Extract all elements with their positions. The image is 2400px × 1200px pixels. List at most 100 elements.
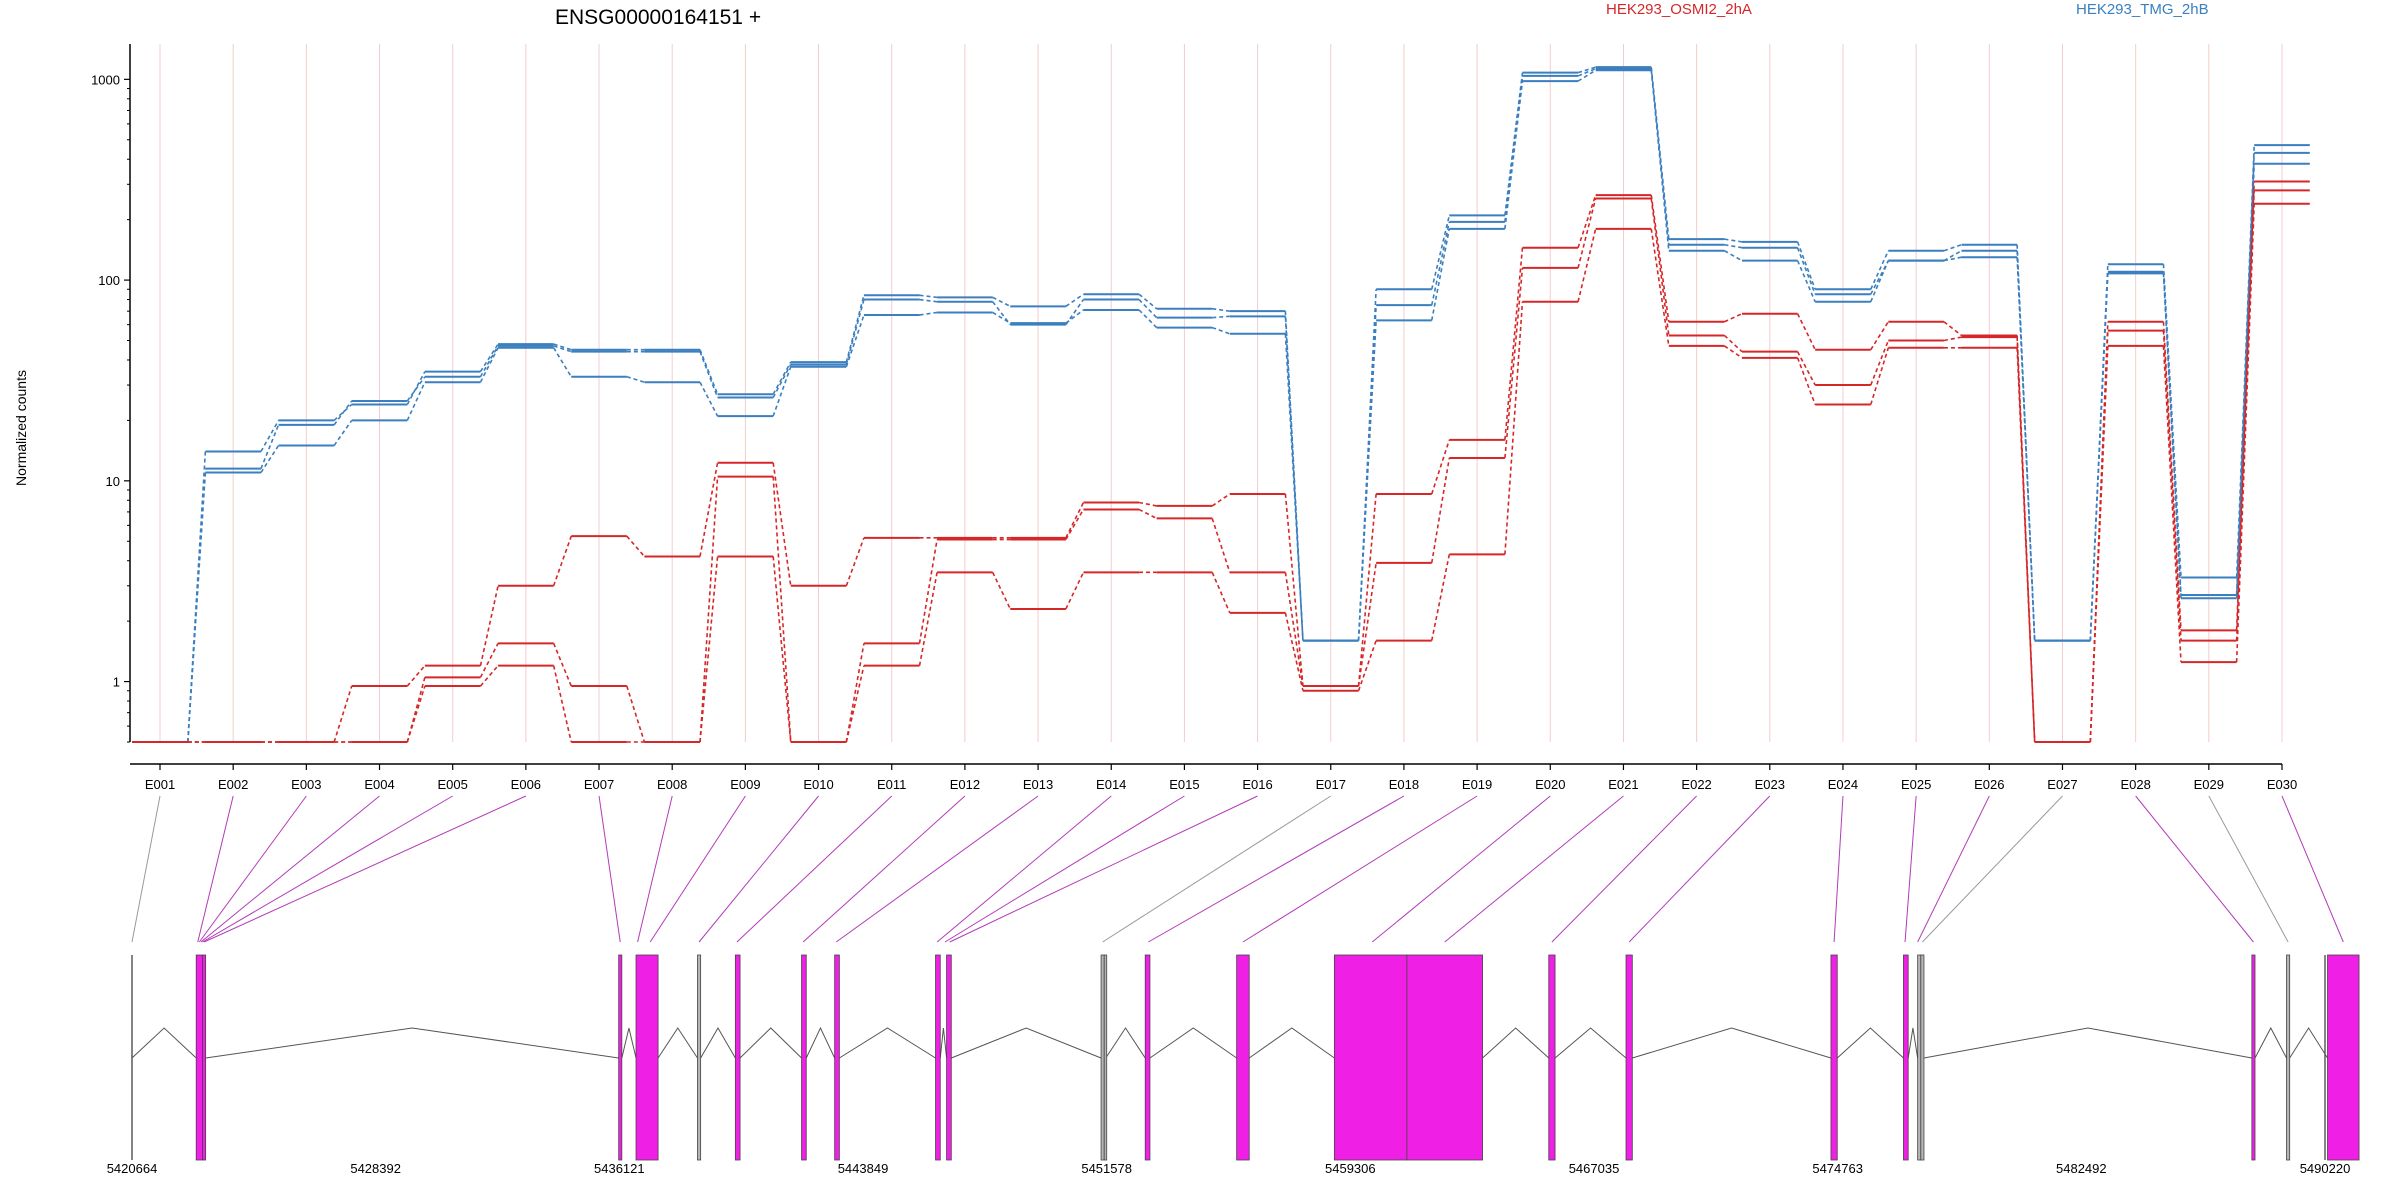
x-tick-label-E008: E008 <box>657 777 687 792</box>
intron-line <box>939 1027 948 1059</box>
coordinate-tick-label: 5428392 <box>350 1161 401 1176</box>
exon-25 <box>2327 954 2360 1161</box>
series-HEK293_TMG_2hB-1 <box>132 66 2310 743</box>
series-level-segments <box>132 67 2310 743</box>
link-E002 <box>197 795 234 943</box>
x-tick-label-E001: E001 <box>145 777 175 792</box>
x-tick-label-E010: E010 <box>803 777 833 792</box>
exon-12 <box>1103 954 1108 1161</box>
series-level-segments <box>132 180 2310 743</box>
x-tick-label-E022: E022 <box>1681 777 1711 792</box>
x-tick-label-E025: E025 <box>1901 777 1931 792</box>
link-E022 <box>1551 795 1697 943</box>
legend-entry-tmg: HEK293_TMG_2hB <box>2076 1 2209 18</box>
series-lines <box>132 66 2310 743</box>
intron-line <box>1149 1027 1237 1059</box>
gene-model: 5420664 5428392 5436121 5443849 5451578 54593… <box>107 954 2360 1176</box>
series-connectors <box>187 203 2255 743</box>
intron-line <box>951 1027 1102 1059</box>
series-level-segments <box>132 66 2310 743</box>
x-tick-label-E005: E005 <box>438 777 468 792</box>
intron-line <box>1923 1027 2252 1059</box>
intron-line <box>2289 1027 2328 1059</box>
coordinate-tick-label: 5443849 <box>838 1161 889 1176</box>
x-tick-label-E007: E007 <box>584 777 614 792</box>
exon-1 <box>195 954 203 1161</box>
x-tick-label-E028: E028 <box>2120 777 2150 792</box>
x-tick-label-E020: E020 <box>1535 777 1565 792</box>
exon-22 <box>1920 954 1925 1161</box>
exon-11 <box>1100 954 1105 1161</box>
intron-line <box>131 1027 197 1059</box>
coordinate-tick-label: 5474763 <box>1812 1161 1863 1176</box>
exon-bin-links <box>131 795 2344 943</box>
coordinate-tick-label: 5436121 <box>594 1161 645 1176</box>
link-E016 <box>949 795 1258 943</box>
intron-line <box>1907 1027 1919 1059</box>
x-tick-label-E003: E003 <box>291 777 321 792</box>
exon-18 <box>1625 954 1633 1161</box>
link-E026 <box>1917 795 1990 943</box>
exon-3 <box>618 954 623 1161</box>
link-E030 <box>2281 795 2344 943</box>
intron-line <box>621 1027 637 1059</box>
series-connectors <box>187 181 2255 743</box>
x-tick-label-E014: E014 <box>1096 777 1126 792</box>
intron-line <box>205 1027 619 1059</box>
link-E015 <box>944 795 1185 943</box>
exon-16 <box>1406 954 1483 1161</box>
series-HEK293_OSMI2_2hA-5 <box>132 189 2310 743</box>
x-tick-label-E019: E019 <box>1462 777 1492 792</box>
intron-line <box>805 1026 836 1059</box>
exon-15 <box>1333 954 1408 1161</box>
intron-line <box>739 1027 802 1059</box>
link-E011 <box>736 795 893 943</box>
x-tick-label-E026: E026 <box>1974 777 2004 792</box>
x-tick-label-E009: E009 <box>730 777 760 792</box>
x-tick-label-E018: E018 <box>1389 777 1419 792</box>
link-E021 <box>1444 795 1624 943</box>
link-E014 <box>936 795 1112 943</box>
exon-4 <box>635 954 659 1161</box>
coordinate-tick-label: 5459306 <box>1325 1161 1376 1176</box>
x-tick-label-E027: E027 <box>2047 777 2077 792</box>
link-E018 <box>1148 795 1405 943</box>
link-E019 <box>1242 795 1478 943</box>
x-tick-label-E015: E015 <box>1169 777 1199 792</box>
exon-23 <box>2251 954 2256 1161</box>
series-HEK293_OSMI2_2hA-4 <box>132 180 2310 743</box>
x-tick-label-E012: E012 <box>950 777 980 792</box>
link-E004 <box>200 795 380 943</box>
exon-6 <box>734 954 741 1161</box>
exon-2 <box>202 954 207 1161</box>
y-tick-label: 1000 <box>91 72 120 87</box>
exon-17 <box>1548 954 1556 1161</box>
x-tick-label-E013: E013 <box>1023 777 1053 792</box>
link-E028 <box>2135 795 2254 943</box>
link-E009 <box>649 795 746 943</box>
series-HEK293_TMG_2hB-2 <box>132 67 2310 743</box>
exon-19 <box>1830 954 1838 1161</box>
series-connectors <box>187 69 2255 743</box>
link-E008 <box>637 795 673 943</box>
link-E007 <box>598 795 621 943</box>
series-level-segments <box>132 189 2310 743</box>
link-E001 <box>131 795 161 943</box>
intron-line <box>1105 1027 1146 1059</box>
link-E005 <box>202 795 453 943</box>
y-tick-label: 100 <box>98 273 120 288</box>
coordinate-tick-label: 5451578 <box>1081 1161 1132 1176</box>
x-tick-label-E017: E017 <box>1316 777 1346 792</box>
x-tick-label-E004: E004 <box>364 777 394 792</box>
x-tick-label-E021: E021 <box>1608 777 1638 792</box>
link-E020 <box>1371 795 1551 943</box>
x-tick-label-E030: E030 <box>2267 777 2297 792</box>
coordinate-tick-label: 5482492 <box>2056 1161 2107 1176</box>
series-level-segments <box>132 202 2310 743</box>
link-E013 <box>835 795 1039 943</box>
x-tick-label-E016: E016 <box>1242 777 1272 792</box>
x-tick-label-E006: E006 <box>511 777 541 792</box>
link-E010 <box>698 795 819 943</box>
link-E023 <box>1628 795 1771 943</box>
